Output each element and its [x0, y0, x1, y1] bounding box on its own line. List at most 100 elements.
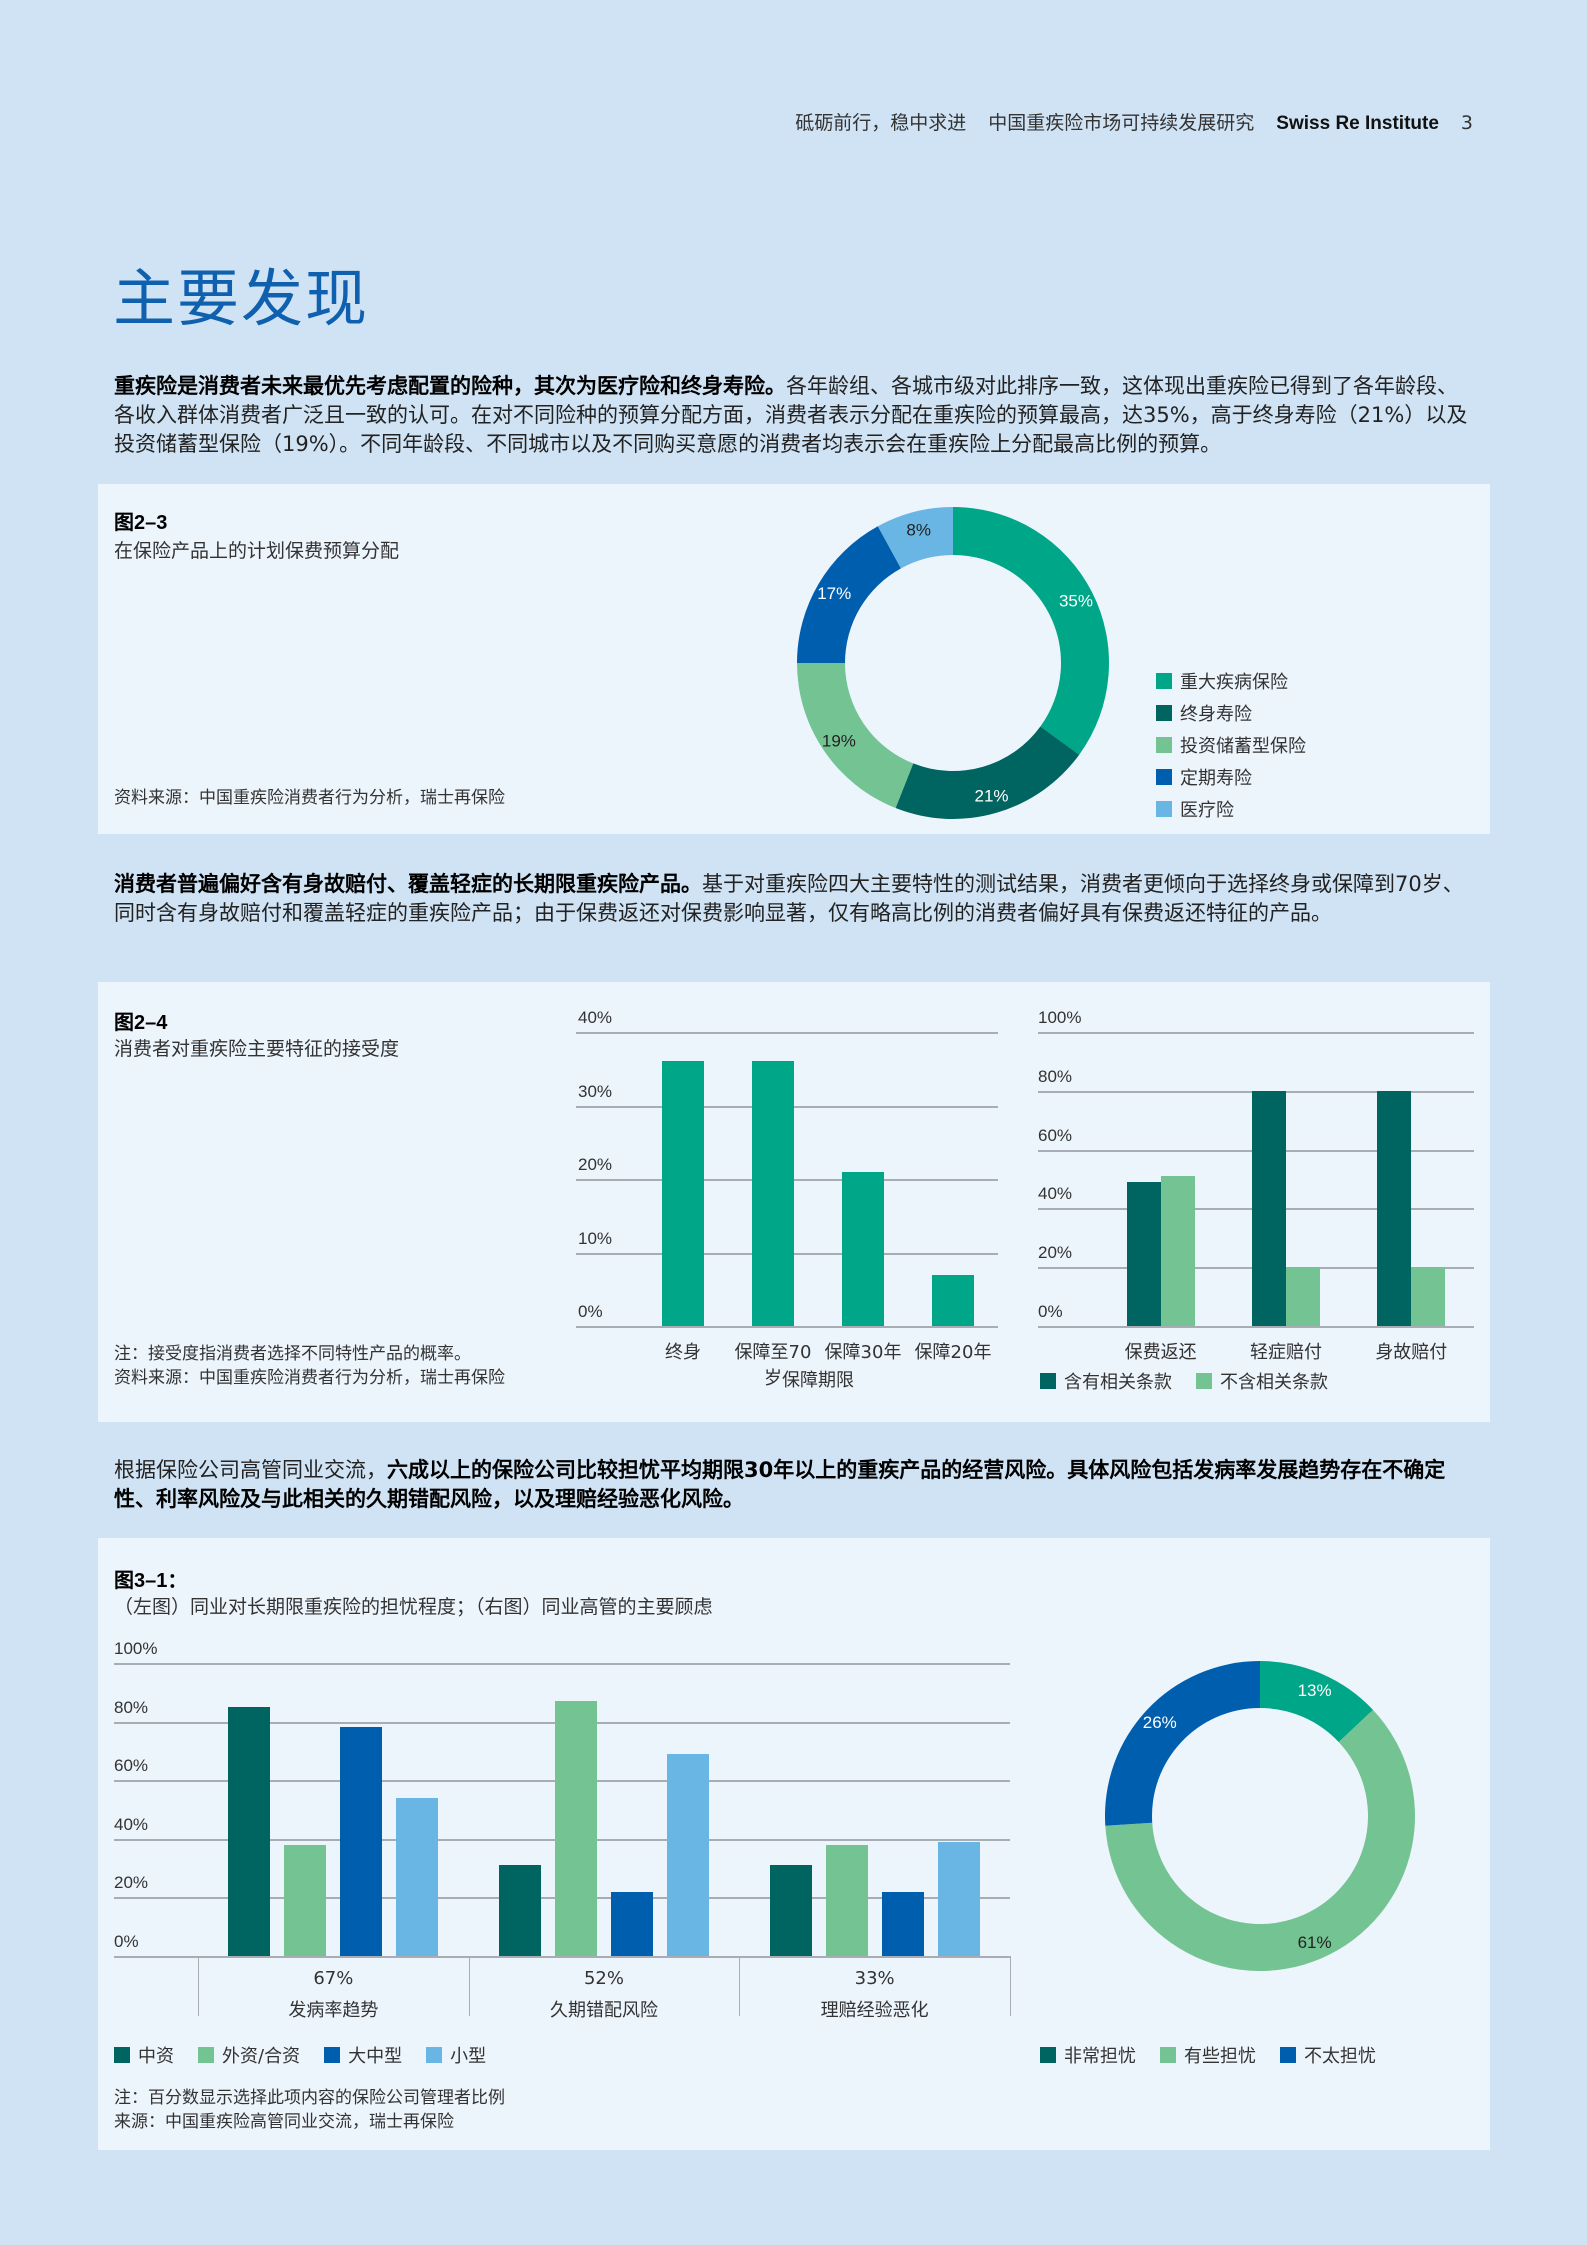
legend-swatch — [1280, 2047, 1296, 2063]
donut-label: 35% — [1059, 591, 1093, 610]
x-category-label: 保障至70岁 — [734, 1342, 812, 1389]
legend-swatch — [324, 2047, 341, 2063]
donut-segment — [877, 507, 953, 569]
legend-swatch — [1040, 1373, 1056, 1389]
bar — [611, 1891, 653, 1956]
legend-item: 外资/合资 — [198, 2042, 300, 2068]
paragraph-1-bold: 重疾险是消费者未来最优先考虑配置的险种，其次为医疗险和终身寿险。 — [114, 374, 786, 398]
legend-item: 含有相关条款 — [1040, 1368, 1172, 1394]
y-tick-label: 100% — [114, 1639, 158, 1658]
legend-item: 大中型 — [324, 2042, 402, 2068]
bar-chart-features: 0% 20% 40% 60% 80% 100% 保费返还 轻症赔付 身故赔付 — [98, 982, 1490, 1422]
y-tick-label: 60% — [1038, 1125, 1073, 1145]
y-tick-label: 40% — [578, 1008, 613, 1027]
donut-chart-concern-level: 13% 61% 26% — [1105, 1661, 1415, 1971]
bar — [284, 1844, 327, 1956]
bar — [555, 1701, 597, 1956]
y-tick-label: 80% — [1038, 1066, 1073, 1086]
figure-subtitle: 在保险产品上的计划保费预算分配 — [114, 540, 400, 562]
legend-swatch — [1196, 1373, 1212, 1389]
legend-swatch — [426, 2047, 443, 2063]
legend-item: 非常担忧 — [1040, 2042, 1136, 2068]
y-tick-label: 20% — [114, 1873, 149, 1893]
legend-label: 小型 — [450, 2046, 487, 2067]
donut-label: 8% — [906, 520, 931, 539]
donut-labels: 35% 21% 19% 17% 8% — [817, 520, 1093, 805]
legend-concern-level: 非常担忧 有些担忧 不太担忧 — [1040, 2042, 1376, 2068]
figure-label: 图3–1： — [114, 1570, 188, 1592]
figure-subtitle: （左图）同业对长期限重疾险的担忧程度；（右图）同业高管的主要顾虑 — [114, 1596, 713, 1618]
bar — [842, 1171, 884, 1326]
legend-item: 投资储蓄型保险 — [1156, 732, 1306, 758]
source-text: 来源：中国重疾险高管同业交流，瑞士再保险 — [114, 2112, 454, 2132]
legend-label: 中资 — [138, 2046, 174, 2067]
legend-label: 投资储蓄型保险 — [1180, 736, 1306, 757]
donut-segment — [1105, 1709, 1415, 1971]
x-category-label: 保障30年 — [824, 1342, 902, 1363]
y-tick-label: 10% — [578, 1228, 613, 1248]
legend-swatch — [1156, 705, 1172, 721]
donut-label: 13% — [1298, 1681, 1332, 1700]
category-divider — [468, 1956, 470, 2016]
page-header: 砥砺前行，稳中求进 中国重疾险市场可持续发展研究 Swiss Re Instit… — [795, 108, 1473, 135]
donut-segment — [953, 507, 1109, 755]
bar — [396, 1797, 439, 1956]
legend-label: 重大疾病保险 — [1180, 672, 1288, 693]
legend-label: 不含相关条款 — [1220, 1372, 1328, 1393]
gridline — [576, 1326, 998, 1328]
legend-swatch — [1160, 2047, 1176, 2063]
donut-labels: 13% 61% 26% — [1143, 1681, 1332, 1952]
donut-chart-budget: 35% 21% 19% 17% 8% — [797, 507, 1109, 819]
donut-label: 17% — [817, 584, 851, 603]
bar — [667, 1753, 709, 1956]
y-tick-label: 0% — [578, 1302, 603, 1321]
legend-swatch — [198, 2047, 214, 2063]
bar — [1126, 1181, 1161, 1326]
category-divider — [739, 1956, 741, 2016]
bar-chart-concerns: 0% 20% 40% 60% 80% 100% 67% 发病率趋势 52% 久期错配风险 33% 理赔… — [98, 1538, 1490, 2150]
donut-segment — [1260, 1661, 1373, 1743]
gridline — [1038, 1326, 1474, 1328]
legend-swatch — [1156, 737, 1172, 753]
bar — [1252, 1090, 1286, 1326]
figure-subtitle: 消费者对重疾险主要特征的接受度 — [114, 1038, 400, 1060]
bar — [499, 1865, 541, 1956]
x-category-label: 身故赔付 — [1375, 1342, 1448, 1363]
bar — [1411, 1267, 1446, 1326]
legend-company-type: 中资 外资/合资 大中型 小型 — [114, 2042, 486, 2068]
figure-label: 图2–4 — [114, 1012, 168, 1034]
legend-swatch — [1156, 801, 1172, 817]
paragraph-1-text: 各年龄组、各城市级对此排序一致，这体现出重疾险已得到了各年龄段、各收入群体消费者… — [114, 374, 1468, 456]
category-total: 52% — [583, 1968, 624, 1989]
legend-budget: 重大疾病保险 终身寿险 投资储蓄型保险 定期寿险 医疗险 — [1156, 668, 1306, 828]
legend-swatch — [1040, 2047, 1056, 2063]
paragraph-3-text: 根据保险公司高管同业交流， — [114, 1458, 387, 1482]
legend-label: 定期寿险 — [1180, 768, 1252, 789]
legend-item: 小型 — [426, 2042, 486, 2068]
donut-label: 26% — [1143, 1713, 1177, 1732]
header-subtitle-1: 砥砺前行，稳中求进 — [795, 112, 967, 134]
legend-item: 中资 — [114, 2042, 174, 2068]
y-tick-label: 0% — [114, 1932, 139, 1951]
x-category-label: 发病率趋势 — [288, 2000, 379, 2021]
legend-label: 大中型 — [348, 2046, 403, 2067]
y-tick-label: 30% — [578, 1081, 613, 1101]
legend-item: 定期寿险 — [1156, 764, 1306, 790]
category-divider — [1010, 1956, 1011, 2016]
legend-label: 含有相关条款 — [1064, 1372, 1172, 1393]
figure-2-3-panel: 图2–3 在保险产品上的计划保费预算分配 资料来源：中国重疾险消费者行为分析，瑞… — [98, 484, 1490, 834]
x-category-label: 保障20年 — [914, 1342, 992, 1363]
y-tick-label: 20% — [1038, 1243, 1073, 1263]
header-subtitle-2: 中国重疾险市场可持续发展研究 — [988, 112, 1255, 134]
donut-label: 21% — [974, 787, 1008, 806]
bar — [340, 1727, 383, 1956]
legend-features: 含有相关条款 不含相关条款 — [1040, 1368, 1328, 1394]
legend-item: 重大疾病保险 — [1156, 668, 1306, 694]
legend-item: 不太担忧 — [1280, 2042, 1376, 2068]
legend-item: 不含相关条款 — [1196, 1368, 1328, 1394]
bar — [881, 1891, 924, 1956]
legend-label: 外资/合资 — [222, 2046, 301, 2067]
figure-note: 注：接受度指消费者选择不同特性产品的概率。 资料来源：中国重疾险消费者行为分析，… — [114, 1342, 505, 1390]
legend-label: 有些担忧 — [1184, 2046, 1256, 2067]
bar — [1286, 1267, 1320, 1326]
